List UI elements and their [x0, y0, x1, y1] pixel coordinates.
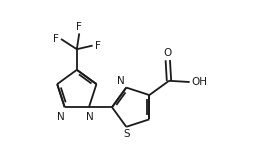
Text: N: N: [86, 112, 94, 122]
Text: N: N: [57, 112, 65, 122]
Text: F: F: [76, 22, 82, 32]
Text: O: O: [164, 48, 172, 58]
Text: N: N: [117, 76, 124, 86]
Text: F: F: [95, 41, 101, 51]
Text: OH: OH: [192, 77, 208, 87]
Text: S: S: [123, 129, 130, 139]
Text: F: F: [53, 34, 59, 44]
